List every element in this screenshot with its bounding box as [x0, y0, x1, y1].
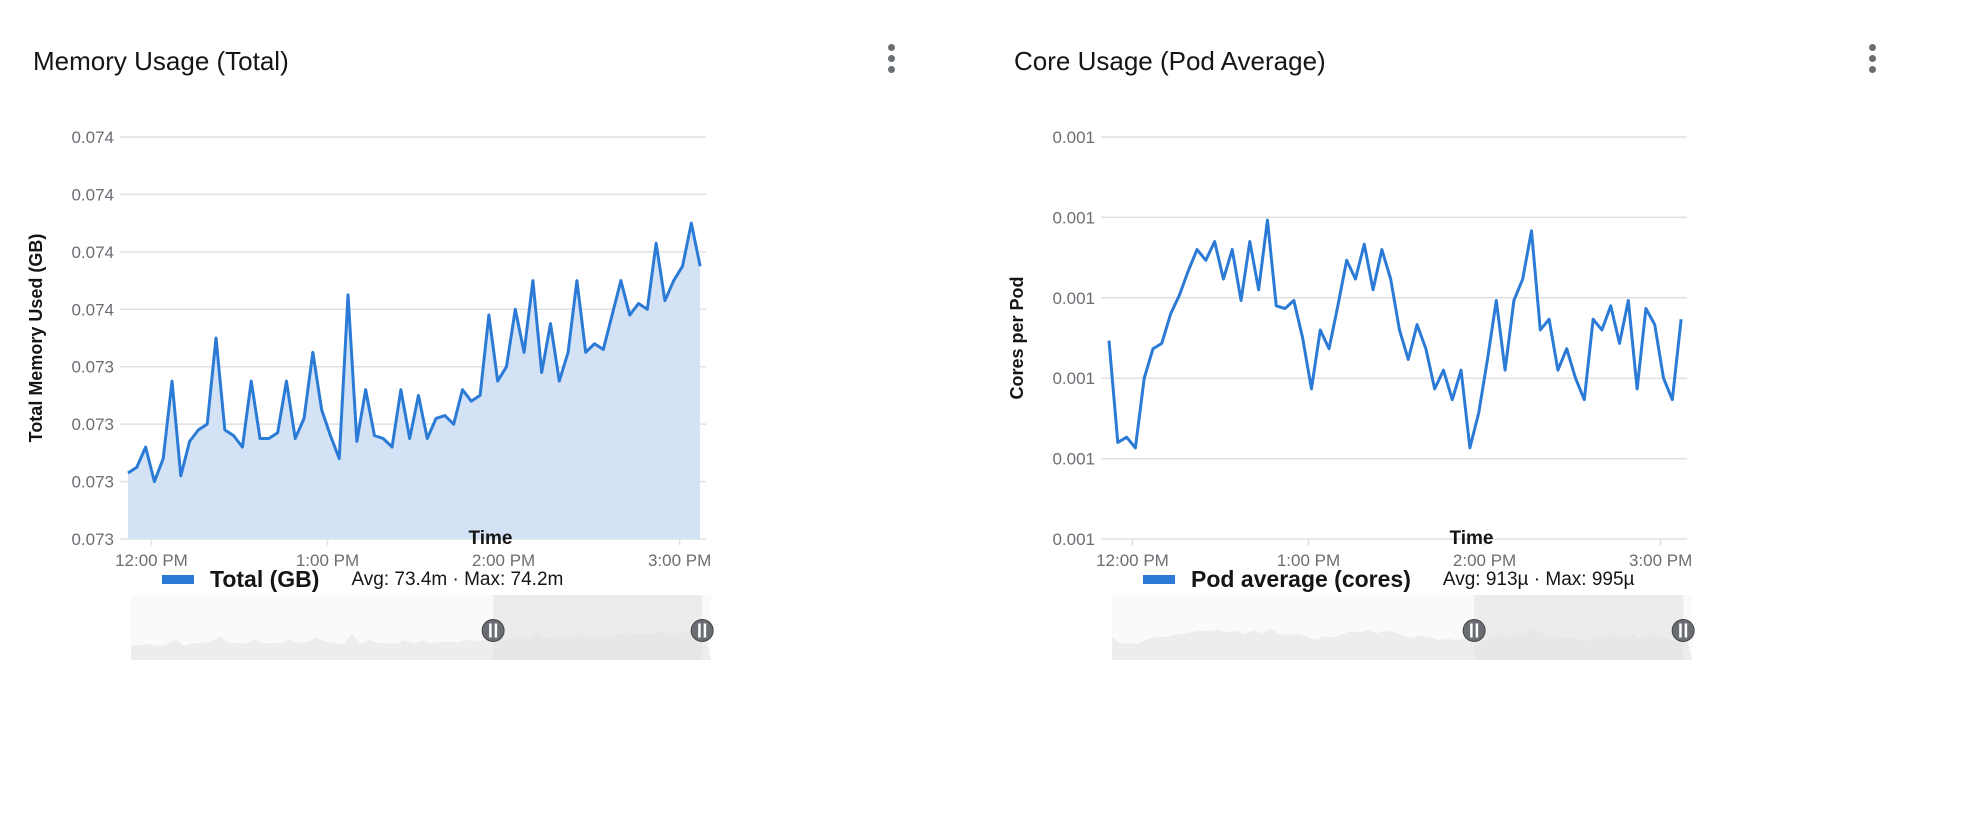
x-tick-label: 3:00 PM — [1629, 551, 1692, 570]
series-line — [1109, 220, 1681, 448]
y-tick-label: 0.073 — [71, 415, 114, 434]
legend-label[interactable]: Pod average (cores) — [1191, 566, 1411, 593]
y-tick-label: 0.074 — [71, 185, 114, 204]
legend: Pod average (cores) Avg: 913µ · Max: 995… — [1143, 566, 1634, 593]
y-tick-label: 0.073 — [71, 473, 114, 492]
y-axis-label: Total Memory Used (GB) — [26, 234, 46, 443]
legend-swatch — [162, 575, 194, 584]
navigator-selection — [1474, 595, 1683, 660]
legend-label[interactable]: Total (GB) — [210, 566, 319, 593]
x-tick-label: 3:00 PM — [648, 551, 711, 570]
y-tick-label: 0.001 — [1052, 128, 1095, 147]
navigator-handle-icon[interactable] — [482, 620, 504, 642]
y-tick-label: 0.001 — [1052, 369, 1095, 388]
y-tick-label: 0.001 — [1052, 289, 1095, 308]
y-tick-label: 0.073 — [71, 358, 114, 377]
y-tick-label: 0.074 — [71, 128, 114, 147]
x-axis-label: Time — [981, 528, 1962, 550]
legend-stats: Avg: 913µ · Max: 995µ — [1443, 569, 1635, 591]
legend-stats: Avg: 73.4m · Max: 74.2m — [351, 569, 563, 591]
y-tick-label: 0.001 — [1052, 208, 1095, 227]
navigator-handle-icon[interactable] — [1672, 620, 1694, 642]
y-axis-label: Cores per Pod — [1007, 276, 1027, 399]
y-tick-label: 0.001 — [1052, 450, 1095, 469]
series-area — [128, 223, 700, 539]
x-axis-label: Time — [0, 528, 981, 550]
navigator-handle-icon[interactable] — [1463, 620, 1485, 642]
legend: Total (GB) Avg: 73.4m · Max: 74.2m — [162, 566, 563, 593]
y-tick-label: 0.074 — [71, 300, 114, 319]
y-tick-label: 0.074 — [71, 243, 114, 262]
navigator-handle-icon[interactable] — [691, 620, 713, 642]
navigator-selection — [493, 595, 702, 660]
legend-swatch — [1143, 575, 1175, 584]
memory-chart: 0.0730.0730.0730.0730.0740.0740.0740.074… — [0, 0, 981, 840]
